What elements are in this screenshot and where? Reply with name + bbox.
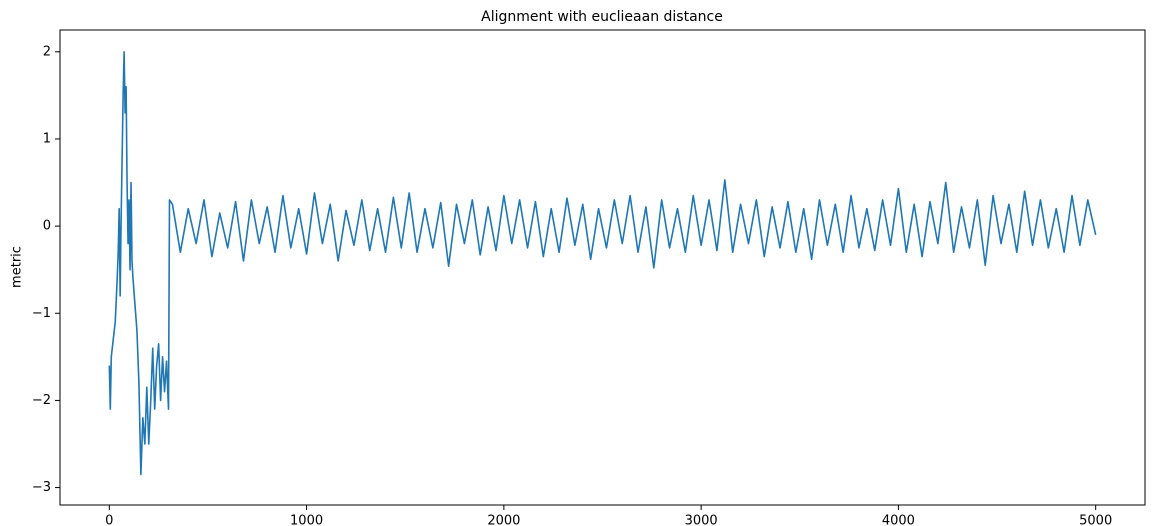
y-tick-label: −2 — [32, 393, 51, 408]
y-tick-label: 0 — [43, 219, 51, 234]
y-tick-label: 2 — [43, 44, 51, 59]
y-axis-label: metric — [10, 246, 25, 288]
line-series — [108, 50, 1097, 476]
plot-frame — [59, 29, 1146, 506]
x-tick-label: 5000 — [1079, 514, 1112, 526]
x-tick-label: 3000 — [685, 514, 718, 526]
x-tick-label: 1000 — [290, 514, 323, 526]
x-tick-label: 2000 — [487, 514, 520, 526]
chart-title: Alignment with euclieaan distance — [481, 9, 723, 25]
x-tick-label: 4000 — [882, 514, 915, 526]
y-tick-label: −1 — [32, 306, 51, 321]
x-tick-label: 0 — [105, 514, 113, 526]
y-tick-label: 1 — [43, 131, 51, 146]
y-tick-label: −3 — [32, 480, 51, 495]
